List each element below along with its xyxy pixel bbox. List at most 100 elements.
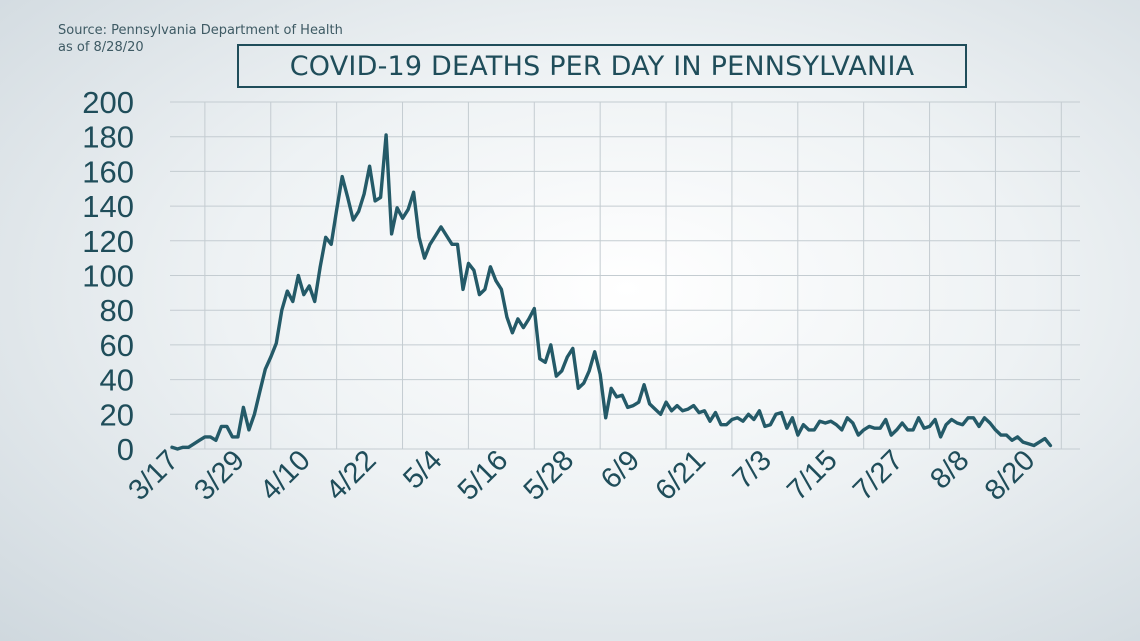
data-point: [1022, 441, 1024, 443]
data-point: [440, 226, 442, 228]
data-point: [215, 439, 217, 442]
data-point: [390, 233, 393, 235]
x-tick-label: 7/27: [847, 444, 910, 507]
data-point: [819, 420, 821, 423]
y-tick-label: 140: [82, 189, 134, 224]
data-point: [242, 406, 245, 409]
data-point: [764, 425, 766, 428]
data-point: [198, 439, 201, 442]
data-point: [187, 446, 190, 449]
data-point: [939, 436, 942, 438]
data-point: [302, 293, 305, 296]
data-point: [560, 370, 563, 372]
data-point: [429, 243, 431, 246]
data-point: [467, 262, 470, 265]
data-point: [753, 418, 755, 421]
data-point: [330, 243, 333, 246]
data-point: [824, 422, 827, 424]
data-point: [983, 416, 986, 419]
data-point: [659, 413, 662, 416]
x-tick-label: 7/15: [781, 444, 844, 507]
data-point: [720, 423, 722, 426]
gridlines: [170, 101, 1080, 450]
data-point: [890, 434, 892, 436]
data-point: [281, 309, 283, 312]
data-point: [714, 411, 717, 414]
data-point: [945, 423, 947, 426]
data-point: [528, 318, 530, 320]
x-axis: 3/17 3/29 4/10 4/22 5/4 5/16 5/28 6/9 6/21 7/3 7/1…: [122, 444, 1041, 507]
data-point: [917, 416, 920, 419]
data-point: [368, 165, 371, 167]
x-tick-label: 5/28: [518, 444, 581, 507]
y-tick-label: 0: [117, 432, 134, 467]
data-point: [797, 434, 799, 436]
data-point: [676, 404, 678, 407]
data-point: [1000, 434, 1002, 436]
y-tick-label: 160: [82, 154, 134, 189]
data-point: [698, 411, 700, 414]
data-point: [857, 434, 860, 436]
data-point: [1033, 444, 1035, 447]
data-point: [670, 410, 673, 412]
data-point: [352, 219, 354, 221]
x-tick-label: 3/29: [188, 444, 251, 507]
data-point: [489, 266, 492, 268]
data-point: [862, 429, 865, 431]
data-point: [665, 401, 667, 403]
data-point: [830, 420, 832, 423]
data-point: [550, 344, 552, 346]
x-tick-label: 8/8: [924, 444, 975, 495]
data-point: [599, 373, 602, 376]
data-point: [264, 368, 267, 370]
data-point: [989, 422, 991, 424]
data-point: [456, 243, 459, 246]
data-point: [434, 234, 437, 237]
data-point: [742, 420, 744, 423]
data-point: [1038, 441, 1041, 443]
data-point: [341, 175, 343, 178]
data-point: [1005, 434, 1008, 436]
data-point: [182, 446, 184, 449]
data-point: [637, 401, 640, 403]
data-point: [923, 427, 925, 429]
data-point: [802, 423, 805, 426]
data-point: [308, 285, 311, 287]
data-point: [692, 404, 695, 407]
data-point: [791, 416, 794, 419]
data-point: [495, 279, 497, 282]
data-point: [346, 196, 349, 199]
data-point: [511, 331, 514, 334]
data-point: [539, 357, 541, 360]
x-tick-label: 8/20: [979, 444, 1042, 507]
data-point: [769, 423, 772, 426]
data-point: [901, 422, 903, 424]
x-tick-label: 5/4: [397, 444, 448, 495]
data-point: [835, 423, 838, 426]
y-tick-label: 180: [82, 120, 134, 155]
data-point: [846, 416, 849, 419]
data-point: [517, 318, 519, 320]
y-tick-label: 80: [100, 293, 134, 328]
data-point: [533, 307, 536, 310]
x-tick-label: 6/21: [649, 444, 712, 507]
data-point: [632, 404, 634, 407]
data-point: [731, 418, 733, 421]
data-point: [808, 429, 810, 431]
data-point: [385, 134, 387, 136]
data-point: [906, 429, 909, 431]
data-point: [253, 413, 256, 416]
data-point: [363, 193, 365, 195]
data-point: [868, 425, 871, 428]
data-point: [407, 208, 409, 211]
data-point: [972, 416, 975, 419]
data-point: [451, 243, 453, 246]
data-point: [506, 316, 508, 318]
data-point: [879, 427, 882, 429]
y-tick-label: 20: [100, 397, 134, 432]
data-point: [1049, 444, 1052, 447]
data-point: [884, 418, 887, 421]
data-point: [176, 448, 179, 450]
data-point: [703, 410, 706, 412]
